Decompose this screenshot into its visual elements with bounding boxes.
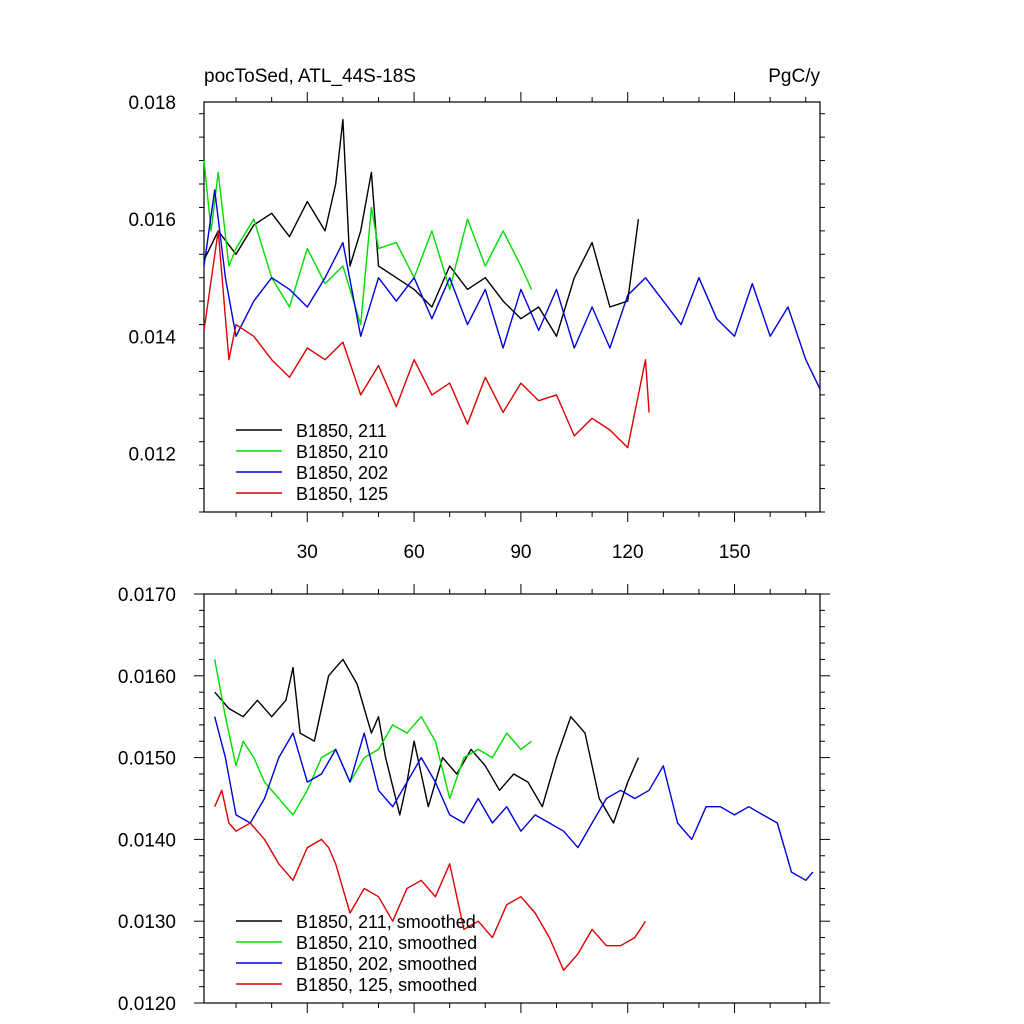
top-legend-label-3: B1850, 125 xyxy=(296,484,388,504)
top-series-line-0 xyxy=(203,118,640,337)
bottom-ytick-label: 0.0170 xyxy=(118,585,176,606)
top-panel: pocToSed, ATL_44S-18S PgC/y 30 60 90 120 150… xyxy=(128,66,825,563)
top-legend-label-2: B1850, 202 xyxy=(296,463,388,483)
bottom-legend-label-0: B1850, 211, smoothed xyxy=(296,912,476,932)
bottom-ytick-label: 0.0150 xyxy=(118,749,176,770)
bottom-series-line-2 xyxy=(214,716,814,881)
top-xtick-label: 60 xyxy=(404,542,425,563)
top-ytick-label: 0.018 xyxy=(128,93,176,114)
bottom-series-line-3 xyxy=(214,789,647,971)
top-ytick-label: 0.016 xyxy=(128,210,176,231)
bottom-ytick-label: 0.0130 xyxy=(118,912,176,933)
bottom-ytick-label: 0.0120 xyxy=(118,994,176,1015)
top-series-line-1 xyxy=(203,160,533,326)
top-panel-title: pocToSed, ATL_44S-18S xyxy=(204,66,416,87)
bottom-panel: 0.0120 0.0130 0.0140 0.0150 0.0160 0.0170 B185… xyxy=(118,584,830,1015)
top-series-line-3 xyxy=(203,230,650,449)
bottom-legend-label-1: B1850, 210, smoothed xyxy=(296,933,477,953)
bottom-plot-frame xyxy=(203,593,821,1004)
bottom-series-line-1 xyxy=(214,659,533,816)
top-xtick-label: 90 xyxy=(510,542,531,563)
bottom-legend-label-3: B1850, 125, smoothed xyxy=(296,975,477,995)
top-legend-label-1: B1850, 210 xyxy=(296,442,388,462)
top-xtick-label: 150 xyxy=(719,542,751,563)
top-ytick-label: 0.014 xyxy=(128,327,176,348)
top-xtick-label: 120 xyxy=(612,542,644,563)
top-ytick-label: 0.012 xyxy=(128,444,176,465)
top-panel-units: PgC/y xyxy=(768,66,820,87)
top-legend-label-0: B1850, 211 xyxy=(296,421,387,441)
top-plot-frame xyxy=(203,101,821,513)
top-xtick-label: 30 xyxy=(297,542,318,563)
bottom-ytick-label: 0.0160 xyxy=(118,667,176,688)
top-series-line-2 xyxy=(203,189,821,390)
bottom-ytick-label: 0.0140 xyxy=(118,830,176,851)
bottom-legend-label-2: B1850, 202, smoothed xyxy=(296,954,477,974)
